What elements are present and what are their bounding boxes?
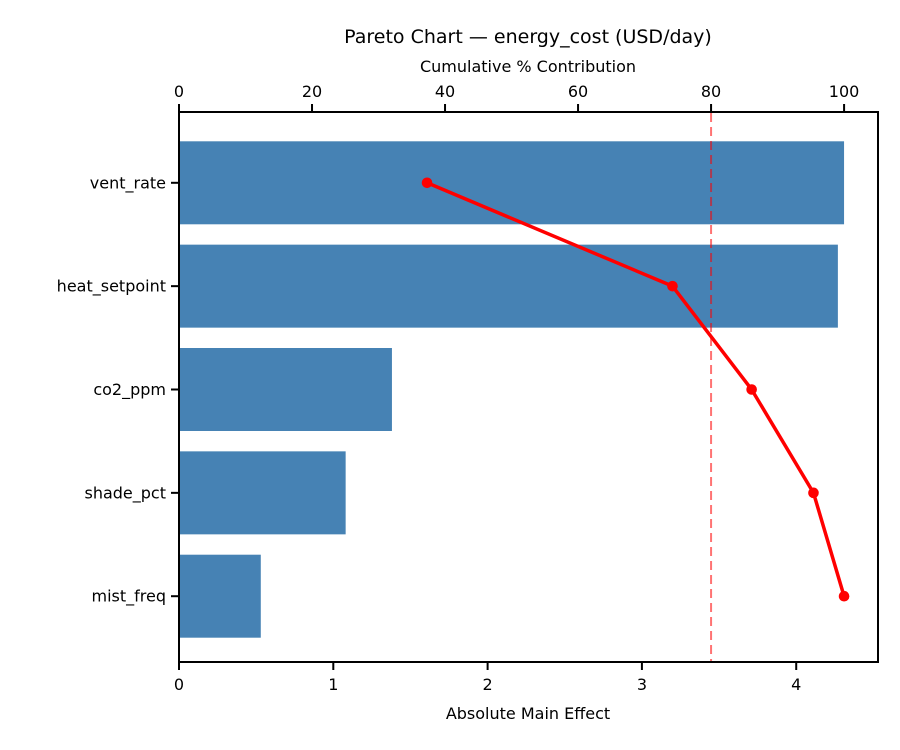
top-tick-label: 20 xyxy=(302,82,322,101)
category-label-mist_freq: mist_freq xyxy=(92,587,167,607)
top-tick-label: 100 xyxy=(829,82,860,101)
category-label-shade_pct: shade_pct xyxy=(84,483,166,503)
top-tick-label: 40 xyxy=(435,82,455,101)
bottom-tick-label: 2 xyxy=(483,675,493,694)
bar-co2_ppm xyxy=(180,348,392,431)
bottom-tick-label: 0 xyxy=(174,675,184,694)
category-label-co2_ppm: co2_ppm xyxy=(93,380,166,400)
bottom-tick-label: 4 xyxy=(791,675,801,694)
ticks-layer: 0 20 40 60 80 100 0 1 2 3 4 vent_rate heat_setpointc… xyxy=(57,82,860,694)
top-tick-label: 80 xyxy=(701,82,721,101)
top-tick-label: 60 xyxy=(568,82,588,101)
chart-title: Pareto Chart — energy_cost (USD/day) xyxy=(344,26,712,48)
bar-vent_rate xyxy=(180,141,845,225)
bar-mist_freq xyxy=(180,554,261,638)
bars-layer xyxy=(180,141,845,638)
top-tick-label: 0 xyxy=(174,82,184,101)
axes-layer xyxy=(178,111,879,663)
cumulative-point-vent_rate xyxy=(421,177,433,189)
category-label-heat_setpoint: heat_setpoint xyxy=(57,277,166,297)
cumulative-point-co2_ppm xyxy=(746,384,757,395)
category-label-vent_rate: vent_rate xyxy=(90,173,166,193)
cumulative-line-layer xyxy=(421,177,850,602)
bottom-axis-label: Absolute Main Effect xyxy=(446,704,610,723)
cumulative-point-mist_freq xyxy=(838,590,850,602)
bottom-tick-label: 3 xyxy=(637,675,647,694)
bottom-tick-label: 1 xyxy=(328,675,338,694)
cumulative-point-shade_pct xyxy=(808,487,819,499)
bar-heat_setpoint xyxy=(180,244,838,328)
cumulative-point-heat_setpoint xyxy=(667,280,678,292)
bar-shade_pct xyxy=(180,451,346,535)
plot-spines xyxy=(178,111,879,663)
top-axis-label: Cumulative % Contribution xyxy=(420,57,636,76)
